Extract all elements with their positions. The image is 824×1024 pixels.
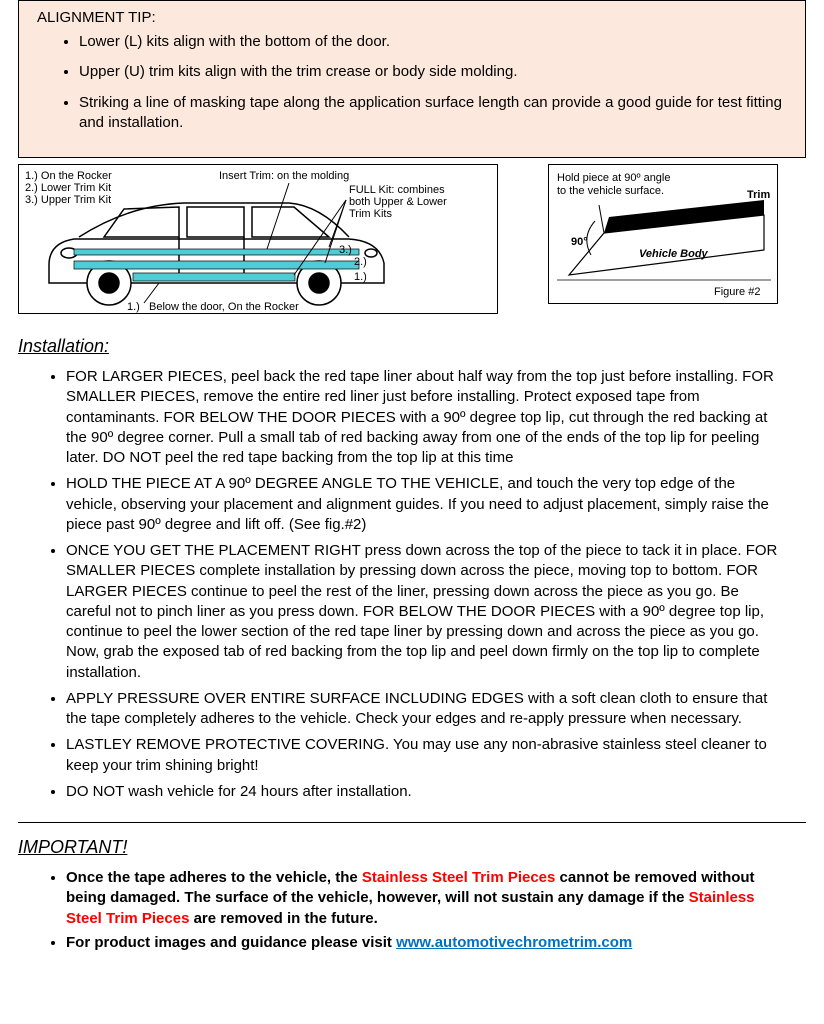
tip-item: Upper (U) trim kits align with the trim … (79, 62, 787, 82)
svg-text:1.): 1.) (127, 301, 140, 313)
install-item: HOLD THE PIECE AT A 90º DEGREE ANGLE TO … (66, 474, 788, 535)
installation-list: FOR LARGER PIECES, peel back the red tap… (0, 367, 824, 802)
svg-text:Hold piece at 90º angle: Hold piece at 90º angle (557, 172, 671, 184)
svg-text:Figure #2: Figure #2 (714, 286, 760, 298)
tip-item: Striking a line of masking tape along th… (79, 93, 787, 134)
tip-item: Lower (L) kits align with the bottom of … (79, 32, 787, 52)
full-label: Trim Kits (349, 208, 392, 220)
angle-diagram: Hold piece at 90º angle to the vehicle s… (548, 164, 778, 304)
install-item: APPLY PRESSURE OVER ENTIRE SURFACE INCLU… (66, 689, 788, 730)
svg-text:1.): 1.) (354, 271, 367, 283)
legend-1: 1.) On the Rocker (25, 170, 112, 182)
alignment-tip-box: ALIGNMENT TIP: Lower (L) kits align with… (18, 0, 806, 158)
install-item: LASTLEY REMOVE PROTECTIVE COVERING. You … (66, 735, 788, 776)
svg-text:2.): 2.) (354, 256, 367, 268)
important-item: For product images and guidance please v… (66, 933, 794, 953)
legend-2: 2.) Lower Trim Kit (25, 182, 111, 194)
product-link[interactable]: www.automotivechrometrim.com (396, 934, 632, 951)
important-item: Once the tape adheres to the vehicle, th… (66, 868, 794, 929)
important-list: Once the tape adheres to the vehicle, th… (0, 868, 824, 953)
installation-heading: Installation: (18, 336, 806, 357)
svg-text:Trim: Trim (747, 189, 770, 201)
divider (18, 822, 806, 823)
svg-text:Vehicle Body: Vehicle Body (639, 248, 709, 260)
full-label: FULL Kit: combines (349, 184, 445, 196)
important-heading: IMPORTANT! (18, 837, 806, 858)
svg-text:to the vehicle surface.: to the vehicle surface. (557, 185, 664, 197)
legend-3: 3.) Upper Trim Kit (25, 194, 111, 206)
svg-text:3.): 3.) (339, 244, 352, 256)
install-item: DO NOT wash vehicle for 24 hours after i… (66, 782, 788, 802)
install-item: ONCE YOU GET THE PLACEMENT RIGHT press d… (66, 541, 788, 683)
below-label: Below the door, On the Rocker (149, 301, 299, 313)
tip-list: Lower (L) kits align with the bottom of … (37, 32, 787, 133)
full-label: both Upper & Lower (349, 196, 447, 208)
tip-title: ALIGNMENT TIP: (37, 9, 787, 26)
red-text: Stainless Steel Trim Pieces (362, 869, 555, 886)
car-diagram: 1.) On the Rocker 2.) Lower Trim Kit 3.)… (18, 164, 498, 314)
insert-label: Insert Trim: on the molding (219, 170, 349, 182)
install-item: FOR LARGER PIECES, peel back the red tap… (66, 367, 788, 468)
svg-text:90°: 90° (571, 236, 588, 248)
diagrams-row: 1.) On the Rocker 2.) Lower Trim Kit 3.)… (0, 164, 824, 322)
